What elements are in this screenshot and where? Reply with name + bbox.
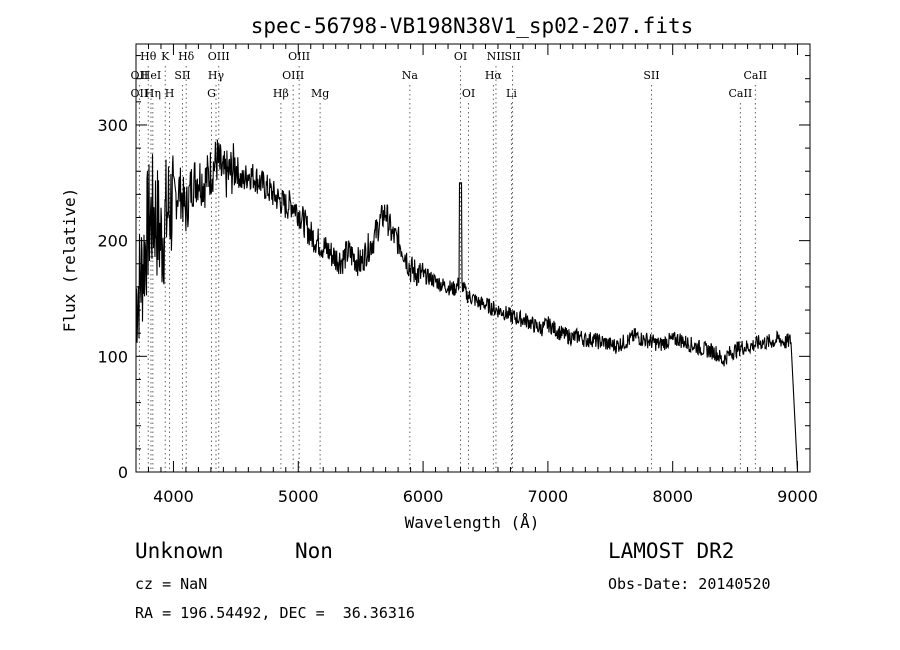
x-tick-label: 8000 bbox=[652, 487, 693, 506]
plot-frame-rect bbox=[135, 43, 811, 473]
survey-name: LAMOST DR2 bbox=[608, 539, 735, 563]
spectral-line-label: SII bbox=[643, 69, 659, 82]
spectral-line-label: Mg bbox=[311, 87, 329, 100]
spectral-line-label: OI bbox=[462, 87, 475, 100]
spectral-line-label: OI bbox=[454, 50, 467, 63]
spectral-line-label: H bbox=[165, 87, 175, 100]
y-tick-label: 0 bbox=[118, 463, 128, 482]
x-tick-label: 5000 bbox=[278, 487, 319, 506]
x-tick-label: 4000 bbox=[153, 487, 194, 506]
object-subclass: Non bbox=[295, 539, 333, 563]
spectral-line-label: OII bbox=[131, 87, 149, 100]
object-class: Unknown bbox=[135, 539, 224, 563]
chart-title: spec-56798-VB198N38V1_sp02-207.fits bbox=[251, 14, 694, 38]
spectrum-chart: spec-56798-VB198N38V1_sp02-207.fits OIIO… bbox=[60, 14, 818, 532]
plot-frame bbox=[135, 43, 811, 473]
y-tick-label: 100 bbox=[97, 347, 128, 366]
spectral-line-label: Hη bbox=[145, 87, 161, 100]
spectral-line-label: HeI bbox=[141, 69, 161, 82]
spectral-line-label: CaII bbox=[729, 87, 753, 100]
y-axis-ticks: 0 100 200 300 bbox=[97, 55, 810, 482]
spectral-line-label: Hδ bbox=[178, 50, 195, 63]
spectral-line-label: OIII bbox=[208, 50, 230, 63]
x-axis-label: Wavelength (Å) bbox=[405, 513, 540, 532]
spectral-line-label: Hθ bbox=[140, 50, 157, 63]
spectral-line-label: OIII bbox=[282, 69, 304, 82]
spectral-line-label: SII bbox=[504, 50, 520, 63]
spectrum-series-line bbox=[135, 139, 799, 473]
spectral-line-label: K bbox=[161, 50, 170, 63]
y-tick-label: 300 bbox=[97, 116, 128, 135]
x-tick-label: 9000 bbox=[777, 487, 818, 506]
y-axis-label: Flux (relative) bbox=[60, 188, 79, 333]
spectral-line-label: Li bbox=[506, 87, 517, 100]
spectral-line-label: NII bbox=[487, 50, 505, 63]
spectral-line-label: CaII bbox=[743, 69, 767, 82]
x-tick-label: 7000 bbox=[528, 487, 569, 506]
redshift-cz: cz = NaN bbox=[135, 575, 208, 593]
spectral-line-label: Hβ bbox=[273, 87, 289, 100]
spectral-line-label: OII bbox=[131, 69, 149, 82]
x-tick-label: 6000 bbox=[403, 487, 444, 506]
spectral-line-label: Hα bbox=[485, 69, 503, 82]
spectral-line-label: G bbox=[207, 87, 216, 100]
spectral-line-label: Na bbox=[402, 69, 419, 82]
x-axis-ticks: 4000 5000 6000 7000 8000 9000 bbox=[135, 44, 818, 506]
spectral-line-label: Hγ bbox=[208, 69, 225, 82]
ra-dec-coordinates: RA = 196.54492, DEC = 36.36316 bbox=[135, 604, 415, 622]
spectral-line-label: SII bbox=[174, 69, 190, 82]
y-tick-label: 200 bbox=[97, 232, 128, 251]
spectral-line-label: OIII bbox=[288, 50, 310, 63]
observation-date: Obs-Date: 20140520 bbox=[608, 575, 771, 593]
